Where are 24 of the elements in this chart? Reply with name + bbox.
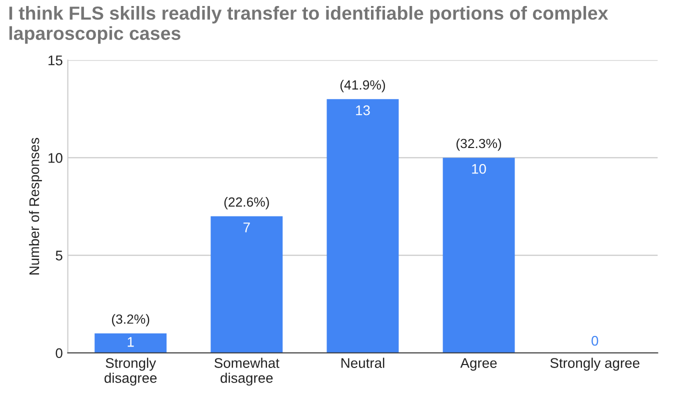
- data-label: 13: [356, 105, 370, 116]
- x-tick-label: Strongly agree: [550, 358, 640, 371]
- data-label: 0: [592, 336, 598, 346]
- y-tick-label: 0: [56, 348, 62, 358]
- chart-title: I think FLS skills readily transfer to identifiable portions of complex laparoscopic cases: [9, 6, 608, 44]
- bar: [326, 99, 399, 353]
- data-label: 1: [128, 337, 134, 347]
- annotation: (22.6%): [224, 197, 269, 210]
- x-tick-label: Agree: [460, 358, 497, 371]
- x-tick-label: Neutral: [341, 358, 384, 368]
- x-tick-label: Somewhat disagree: [214, 358, 280, 386]
- annotation: (41.9%): [340, 80, 386, 92]
- x-tick-label: Strongly disagree: [104, 358, 157, 386]
- y-tick-label: 5: [56, 250, 62, 260]
- data-label: 7: [244, 222, 250, 232]
- data-label: 10: [472, 164, 486, 174]
- bar: [94, 333, 167, 353]
- y-tick-label: 15: [48, 56, 62, 66]
- y-axis-title: Number of Responses: [28, 138, 42, 274]
- annotation: (32.3%): [456, 138, 502, 151]
- bar: [442, 158, 515, 353]
- annotation: (3.2%): [112, 314, 150, 326]
- bar: [210, 216, 283, 353]
- y-tick-label: 10: [48, 153, 62, 163]
